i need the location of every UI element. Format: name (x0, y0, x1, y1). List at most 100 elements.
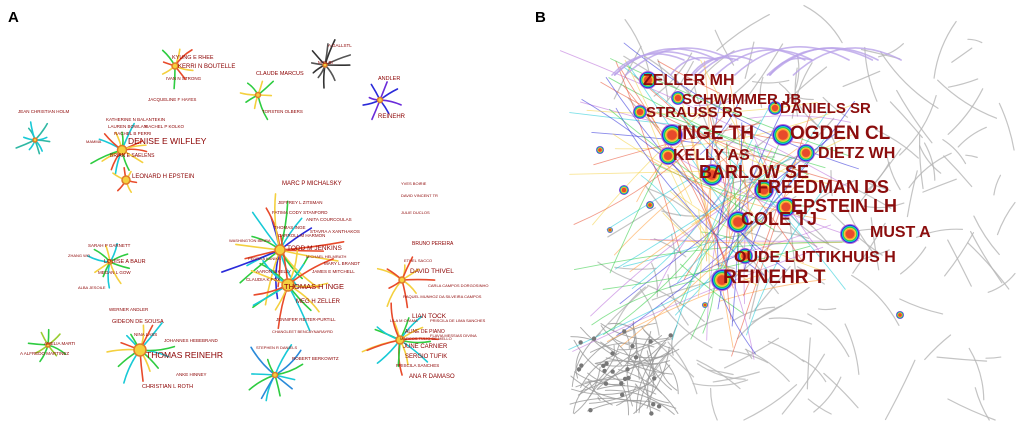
author-node (274, 244, 286, 256)
author-label-daniels-sr: DANIELS SR (780, 100, 871, 117)
citation-link (677, 130, 726, 259)
citation-link (590, 201, 732, 317)
citation-link (683, 196, 741, 280)
coauthor-link (401, 278, 436, 281)
citation-link (611, 338, 652, 414)
citation-link (568, 273, 725, 351)
citation-link (947, 88, 984, 135)
citation-link (742, 209, 777, 297)
author-label-dietz-wh: DIETZ WH (818, 145, 895, 162)
citation-link (610, 58, 850, 157)
author-label-torsten-olbers: TORSTEN OLBERS (262, 109, 303, 114)
reference-node (802, 149, 810, 157)
author-label-katherine-n-balantekin: KATHERINE N BALANTEKIN (106, 117, 165, 122)
reference-node (759, 185, 769, 195)
author-label-todd-m-jenkins: TODD M JENKINS (287, 245, 342, 252)
reference-node (771, 104, 779, 112)
panel-a-labels: KYUNG E RHEE KERRI N BOUTELLE IVAN N STR… (18, 43, 488, 390)
reference-node (648, 339, 653, 344)
citation-link (831, 135, 837, 156)
panel-b-labels: ZELLER MH SCHWIMMER JB STRAUSS RS DANIEL… (643, 72, 931, 288)
author-label-alba-jesoile: ALBA JESOILE (78, 285, 106, 290)
citation-link (571, 383, 650, 395)
citation-link (718, 349, 769, 364)
citation-link (943, 155, 973, 188)
citation-link (886, 156, 901, 191)
citation-link (672, 317, 724, 349)
reference-node (636, 108, 644, 116)
author-label-stavra-a-xanthakos: STAVRA A XANTHAKOS (310, 229, 360, 234)
citation-link (746, 180, 832, 336)
citation-link (609, 108, 775, 231)
reference-node (741, 252, 749, 260)
author-label-fatima-cody-stanford: FATIMA CODY STANFORD (272, 210, 328, 215)
citation-link (569, 170, 745, 175)
citation-link (696, 47, 806, 76)
citation-link (707, 369, 734, 376)
author-label-washington-ibeira: WASHINGTON IBEIRA (229, 238, 271, 243)
citation-link (641, 326, 675, 350)
author-label-nina-lass: NINA LASS (134, 332, 157, 337)
citation-link (650, 239, 860, 242)
citation-link (600, 323, 670, 341)
author-label-rachel-b-perri: RACHEL B PERRI (114, 131, 151, 136)
citation-link (662, 212, 758, 286)
author-node (133, 343, 147, 357)
citation-link (572, 382, 591, 414)
citation-link (615, 60, 682, 255)
citation-link (657, 60, 721, 94)
citation-link (744, 41, 755, 79)
author-label-ana-r-damaso: ANA R DAMASO (409, 374, 455, 380)
citation-link (749, 164, 761, 180)
citation-link (580, 326, 673, 375)
citation-link (639, 288, 660, 336)
citation-link (789, 218, 797, 273)
author-label-yves-boirie: YVES BOIRIE (401, 181, 427, 186)
citation-link (736, 239, 779, 295)
citation-link (933, 20, 957, 79)
citation-link (923, 142, 936, 181)
citation-link (884, 359, 916, 421)
author-label-ogden-cl: OGDEN CL (790, 123, 891, 144)
citation-link (607, 207, 656, 238)
reference-node (619, 381, 624, 386)
citation-link (620, 173, 808, 348)
citation-link (993, 174, 1002, 196)
citation-link (922, 178, 957, 193)
citation-link (899, 298, 944, 315)
author-label-mamma: MAMMA (86, 139, 102, 144)
coauthor-link (260, 374, 276, 400)
citation-link (614, 105, 852, 150)
citation-link (613, 51, 700, 76)
author-label-jennifer-reiter-purtill: JENNIFER REITER-PURTILL (276, 317, 336, 322)
citation-link (947, 398, 996, 421)
citation-link (588, 364, 671, 404)
author-node (398, 276, 406, 284)
citation-link (699, 100, 740, 155)
citation-link (559, 50, 859, 193)
citation-link (699, 94, 715, 127)
citation-link (596, 385, 657, 395)
author-label-leonard-h-epstein: LEONARD H EPSTEIN (132, 174, 194, 180)
citation-link (822, 96, 849, 118)
citation-link (803, 4, 843, 44)
citation-link (719, 151, 776, 158)
reference-node (898, 313, 902, 317)
citation-link (973, 215, 1000, 256)
author-label-julie-duclos: JULIE DUCLOS (401, 210, 430, 215)
author-label-ethel-sacco: ETHEL SACCO (404, 258, 432, 263)
citation-link (651, 262, 659, 298)
citation-link (957, 126, 987, 148)
citation-link (629, 148, 798, 273)
author-label-oude-luttikhuis-h: OUDE LUTTIKHUIS H (734, 249, 896, 266)
author-node (121, 175, 131, 185)
reference-node (626, 375, 631, 381)
author-node (45, 342, 51, 348)
author-label-zeller-mh: ZELLER MH (643, 72, 735, 89)
citation-link (646, 350, 672, 391)
author-label-megan-l-gow: MEGAN L GOW (98, 270, 131, 275)
author-label-ivan-n-strong: IVAN N STRONG (166, 76, 202, 81)
reference-node (630, 343, 635, 349)
author-label-priscila-sanches: PRISCILA SANCHES (396, 363, 439, 368)
